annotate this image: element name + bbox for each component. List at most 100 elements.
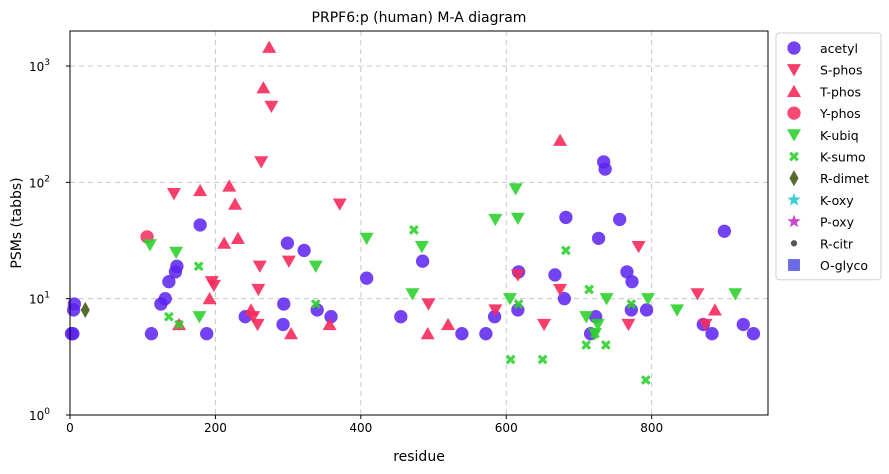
data-point: [502, 293, 517, 306]
data-point: [420, 327, 435, 340]
data-point: [222, 179, 237, 192]
data-point: [228, 197, 243, 210]
legend-label: K-sumo: [820, 150, 866, 165]
data-point: [251, 283, 266, 297]
data-point: [202, 292, 217, 305]
data-point: [736, 317, 750, 332]
series-s-phos: [166, 100, 713, 332]
y-tick-label: 101: [29, 291, 50, 307]
data-point: [322, 317, 337, 331]
data-point: [590, 328, 600, 339]
data-point: [360, 271, 374, 285]
legend-label: Y-phos: [819, 106, 861, 121]
legend-label: T-phos: [819, 84, 861, 99]
data-point: [487, 310, 502, 324]
series-r-dimet: [80, 301, 90, 318]
y-tick-label: 100: [29, 407, 50, 423]
data-point: [206, 279, 221, 293]
legend-label: S-phos: [820, 63, 862, 78]
legend-box: [775, 32, 882, 281]
data-point: [308, 260, 323, 273]
data-point: [415, 254, 430, 268]
data-point: [254, 156, 269, 169]
x-tick-label: 600: [495, 421, 518, 435]
data-point: [479, 327, 493, 341]
x-tick-label: 800: [640, 421, 663, 435]
data-point: [262, 40, 277, 53]
data-point: [421, 298, 436, 311]
data-point: [230, 231, 245, 244]
plot-frame: [69, 30, 769, 416]
data-point: [639, 303, 654, 317]
data-point: [310, 299, 321, 309]
y-tick-label: 102: [29, 174, 50, 190]
data-point: [277, 297, 291, 311]
data-point: [631, 241, 646, 254]
data-point: [441, 317, 456, 331]
data-point: [599, 293, 614, 306]
data-point: [698, 318, 713, 332]
data-point: [163, 311, 174, 322]
data-point: [170, 259, 184, 273]
data-point: [728, 288, 743, 301]
y-axis-label: PSMs (tabbs): [9, 177, 25, 268]
x-axis-label: residue: [393, 449, 445, 465]
data-point: [537, 318, 552, 332]
data-point: [359, 232, 374, 246]
data-point: [508, 183, 523, 196]
data-point: [280, 236, 295, 250]
data-point: [626, 299, 637, 309]
legend-marker: [787, 192, 801, 206]
data-point: [513, 299, 524, 309]
legend-label: P-oxy: [820, 215, 855, 230]
y-tick-label: 103: [29, 58, 50, 74]
data-point: [142, 239, 157, 252]
data-point: [717, 224, 732, 238]
legend-label: O-glyco: [820, 258, 868, 273]
legend-marker: [787, 214, 801, 228]
data-point: [324, 310, 338, 324]
data-point: [548, 268, 562, 282]
data-point: [297, 243, 311, 258]
data-point: [174, 319, 184, 330]
data-point: [66, 327, 80, 341]
data-point: [510, 212, 525, 226]
y-axis: 100 101 102 103: [29, 58, 70, 423]
data-point: [537, 354, 548, 365]
data-point: [264, 100, 279, 114]
data-point: [193, 218, 207, 232]
data-points: [64, 40, 761, 385]
data-point: [584, 284, 595, 295]
data-point: [488, 304, 503, 317]
data-point: [192, 311, 207, 324]
data-point: [557, 292, 572, 306]
data-point: [488, 213, 503, 227]
data-point: [670, 304, 685, 317]
data-point: [590, 318, 605, 332]
legend-label: R-citr: [820, 236, 854, 251]
legend-marker: [790, 240, 798, 247]
legend-label: R-dimet: [820, 171, 869, 186]
data-point: [707, 303, 722, 316]
data-point: [193, 261, 204, 272]
data-point: [284, 327, 299, 340]
legend-marker: [789, 170, 799, 187]
data-point: [405, 288, 420, 301]
data-point: [598, 162, 612, 176]
legend-marker: [787, 41, 801, 55]
x-tick-label: 0: [66, 421, 74, 435]
data-point: [640, 375, 651, 385]
grid: [70, 31, 768, 415]
data-point: [553, 283, 568, 297]
data-point: [169, 246, 184, 260]
legend-marker: [789, 151, 799, 162]
data-point: [200, 327, 214, 341]
x-axis: 0 200 400 600 800: [66, 415, 663, 435]
data-point: [67, 297, 82, 311]
chart-title: PRPF6:p (human) M-A diagram: [312, 10, 527, 26]
x-tick-label: 200: [204, 421, 227, 435]
data-point: [80, 301, 90, 318]
legend: acetyl S-phos T-phos Y-phos K-ubiq K-sumo R-di…: [775, 32, 882, 281]
data-point: [394, 310, 408, 324]
